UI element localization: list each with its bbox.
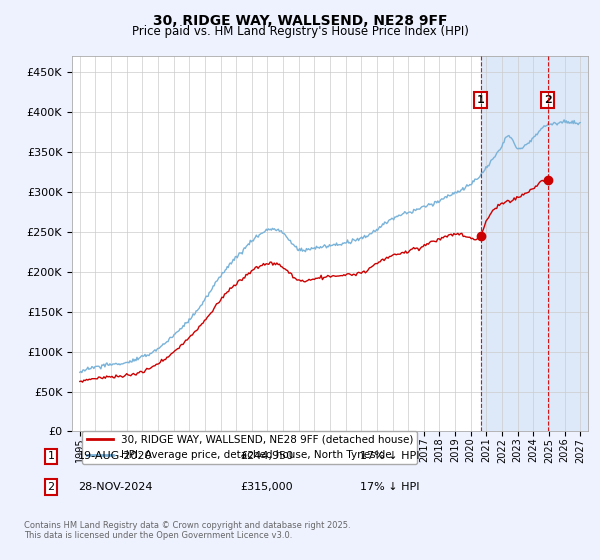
Bar [548, 56, 588, 431]
Text: Contains HM Land Registry data © Crown copyright and database right 2025.
This d: Contains HM Land Registry data © Crown c… [24, 521, 350, 540]
Text: 1: 1 [477, 95, 484, 105]
Legend: 30, RIDGE WAY, WALLSEND, NE28 9FF (detached house), HPI: Average price, detached: 30, RIDGE WAY, WALLSEND, NE28 9FF (detac… [82, 431, 418, 464]
Bar [481, 56, 548, 431]
Text: Price paid vs. HM Land Registry's House Price Index (HPI): Price paid vs. HM Land Registry's House … [131, 25, 469, 38]
Text: 19-AUG-2020: 19-AUG-2020 [78, 451, 152, 461]
Text: 17% ↓ HPI: 17% ↓ HPI [360, 482, 419, 492]
Text: 30, RIDGE WAY, WALLSEND, NE28 9FF: 30, RIDGE WAY, WALLSEND, NE28 9FF [153, 14, 447, 28]
Text: 28-NOV-2024: 28-NOV-2024 [78, 482, 152, 492]
Text: 1: 1 [47, 451, 55, 461]
Text: 17% ↓ HPI: 17% ↓ HPI [360, 451, 419, 461]
Text: 2: 2 [47, 482, 55, 492]
Text: 2: 2 [544, 95, 551, 105]
Text: £315,000: £315,000 [240, 482, 293, 492]
Text: £244,950: £244,950 [240, 451, 293, 461]
